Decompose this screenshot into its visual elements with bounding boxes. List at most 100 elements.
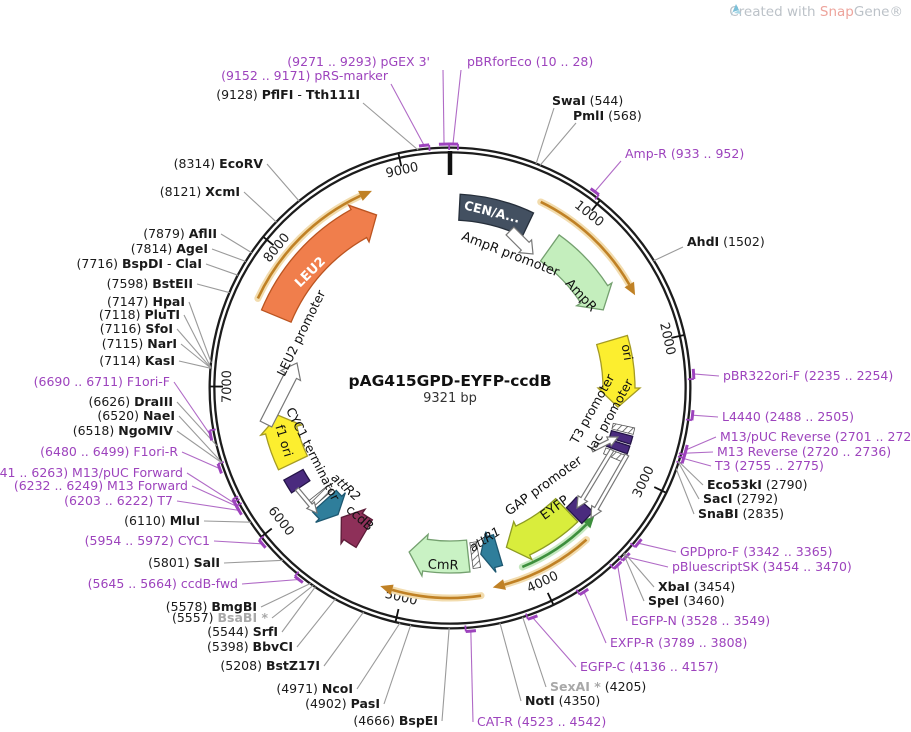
- leader-F1ori-F: [173, 381, 212, 436]
- feature-f1-ori: [258, 414, 309, 471]
- enzyme-label-XcmI: (8121) XcmI: [160, 184, 240, 199]
- leader-BspDI-ClaI: [205, 263, 239, 276]
- leader-BstEII: [196, 283, 230, 294]
- leader-T3: [683, 457, 712, 467]
- primer-label-M13-Forward: (6232 .. 6249) M13 Forward: [14, 478, 188, 493]
- primer-label-L4440: L4440 (2488 .. 2505): [722, 409, 854, 424]
- leader-PluTI: [183, 314, 212, 368]
- leader-BstZ17I: [323, 611, 365, 667]
- primer-label-EXFP-R: EXFP-R (3789 .. 3808): [610, 635, 747, 650]
- enzyme-label-SpeI: SpeI (3460): [648, 593, 725, 608]
- orf-cmr-head: [380, 584, 394, 596]
- tick-8000: [263, 236, 275, 246]
- T3-promoter-pointer: [576, 448, 615, 510]
- feature-LEU2: [260, 204, 378, 324]
- plasmid-name: pAG415GPD-EYFP-ccdB: [348, 372, 552, 390]
- primer-label-M13-pUC-Reverse: M13/pUC Reverse (2701 .. 2723): [720, 429, 911, 444]
- enzyme-label-DraIII: (6626) DraIII: [89, 394, 173, 409]
- primer-mark-pRS-marker: [418, 143, 430, 148]
- feature-attR2: [311, 489, 346, 523]
- leader-NaeI: [178, 415, 223, 463]
- primer-mark-stub-GPDpro-F: [629, 542, 636, 548]
- enzyme-label-NcoI: (4971) NcoI: [276, 681, 353, 696]
- plasmid-backbone-gap: [210, 148, 690, 628]
- tick-9000: [397, 153, 403, 167]
- primer-label-pBR322ori-F: pBR322ori-F (2235 .. 2254): [723, 368, 893, 383]
- enzyme-label-SrfI: (5544) SrfI: [207, 624, 278, 639]
- primer-label-T7: (6203 .. 6222) T7: [64, 493, 173, 508]
- leader-GPDpro-F: [638, 542, 677, 553]
- primer-label-T3: T3 (2755 .. 2775): [714, 458, 824, 473]
- enzyme-label-PasI: (4902) PasI: [305, 696, 380, 711]
- snapgene-watermark: Created with SnapGene®: [729, 4, 903, 20]
- tick-6000: [261, 527, 273, 538]
- leader-EGFP-N: [617, 565, 628, 622]
- snapgene-logo-icon: [730, 4, 742, 18]
- primer-label-CAT-R: CAT-R (4523 .. 4542): [477, 714, 606, 729]
- primer-mark-stub-M13-pUC-Forward: [232, 495, 239, 500]
- feature-CYC1-terminator: [282, 468, 311, 494]
- leader-XcmI: [243, 191, 277, 223]
- primer-label-F1ori-F: (6690 .. 6711) F1ori-F: [34, 374, 170, 389]
- primer-label-EGFP-N: EGFP-N (3528 .. 3549): [631, 613, 770, 628]
- enzyme-label-BspDI-ClaI: (7716) BspDI - ClaI: [76, 256, 202, 271]
- orf-eyfp-a-line: [504, 538, 588, 586]
- leader-M13-Reverse: [685, 451, 714, 454]
- primer-label-GPDpro-F: GPDpro-F (3342 .. 3365): [680, 544, 832, 559]
- primer-mark-T3: [680, 453, 687, 464]
- orf-eyfp-g-head: [582, 516, 595, 529]
- leader-AflII: [220, 233, 253, 254]
- leader-XbaI: [623, 552, 655, 588]
- leader-HpaI: [188, 301, 212, 364]
- enzyme-label-SacI: SacI (2792): [703, 491, 778, 506]
- leader-EXFP-R: [583, 591, 607, 644]
- leader-EcoRV: [266, 163, 300, 202]
- tick-label-2000: 2000: [656, 321, 678, 357]
- leader-pBluescriptSK: [625, 556, 669, 568]
- enzyme-label-SwaI: SwaI (544): [552, 93, 623, 108]
- primer-mark-stub-pBluescriptSK: [617, 555, 624, 562]
- primer-mark-stub-EXFP-R: [575, 589, 581, 596]
- leader-CYC1: [213, 540, 263, 545]
- leader-M13-Forward: [191, 485, 237, 507]
- leader-AgeI: [211, 248, 247, 263]
- primer-mark-L4440: [690, 409, 695, 421]
- tick-5000: [394, 608, 400, 622]
- leader-NgoMIV: [176, 430, 223, 464]
- leader-BsaBI: [271, 584, 314, 619]
- enzyme-label-MluI: (6110) MluI: [124, 513, 200, 528]
- leader-M13-pUC-Forward: [186, 472, 236, 505]
- enzyme-label-BspEI: (4666) BspEI: [353, 713, 438, 728]
- inner-label-cmr: CmR: [427, 557, 458, 573]
- primer-mark-stub-Amp-R: [594, 194, 600, 200]
- primer-label-pGEX-3: (9271 .. 9293) pGEX 3': [287, 54, 430, 69]
- enzyme-label-SnaBI: SnaBI (2835): [698, 506, 784, 521]
- tick-label-9000: 9000: [384, 160, 420, 182]
- enzyme-label-Eco53kI: Eco53kI (2790): [707, 477, 807, 492]
- enzyme-label-NotI: NotI (4350): [525, 693, 600, 708]
- leader-SexAI: [522, 616, 547, 688]
- enzyme-label-NaeI: (6520) NaeI: [97, 408, 175, 423]
- tick-2000: [671, 334, 684, 339]
- leader-NcoI: [356, 622, 401, 690]
- orf-cmr-line: [391, 588, 482, 600]
- CYC1-terminator-pointer: [294, 486, 318, 515]
- tick-3000: [653, 486, 666, 494]
- primer-mark-pBR322ori-F: [691, 368, 696, 380]
- enzyme-label-BsaBI: (5557) BsaBI *: [172, 610, 268, 625]
- feature-hatch-left: [611, 422, 636, 435]
- primer-label-F1ori-R: (6480 .. 6499) F1ori-R: [40, 444, 178, 459]
- leader-T7: [176, 500, 239, 511]
- leader-EGFP-C: [532, 617, 577, 668]
- lac-promoter-pointer: [590, 453, 630, 520]
- leader-NotI: [499, 622, 522, 702]
- primer-mark-stub-CYC1: [258, 535, 265, 541]
- primer-label-Amp-R: Amp-R (933 .. 952): [625, 146, 744, 161]
- leader-SwaI: [535, 107, 555, 165]
- leader-NarI: [180, 343, 212, 369]
- primer-label-pBRforEco: pBRforEco (10 .. 28): [467, 54, 593, 69]
- feature-CmR: [408, 532, 471, 578]
- primer-label-pRS-marker: (9152 .. 9171) pRS-marker: [221, 68, 389, 83]
